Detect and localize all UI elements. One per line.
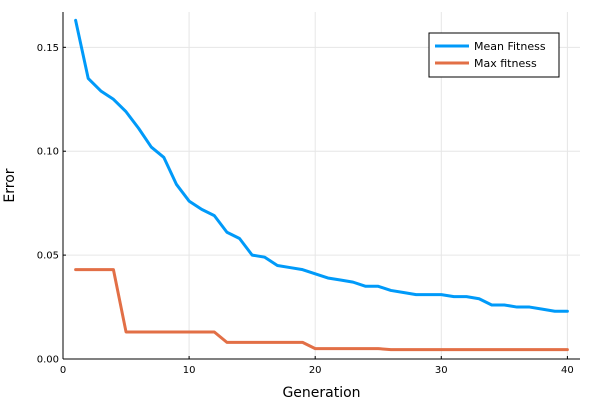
x-axis-title: Generation bbox=[282, 385, 360, 400]
y-tick-label: 0.05 bbox=[37, 251, 59, 262]
y-tick-label: 0.10 bbox=[37, 147, 59, 158]
series-line-max-fitness bbox=[74, 268, 569, 352]
y-tick-label: 0.00 bbox=[37, 355, 59, 366]
x-tick-label: 0 bbox=[60, 365, 66, 376]
x-tick-label: 30 bbox=[435, 365, 448, 376]
y-axis-title: Error bbox=[2, 168, 18, 202]
x-tick-label: 10 bbox=[183, 365, 196, 376]
legend-box bbox=[428, 32, 560, 78]
axes bbox=[62, 12, 580, 360]
legend-label-mean-fitness: Mean Fitness bbox=[474, 40, 546, 53]
x-tick-label: 40 bbox=[561, 365, 574, 376]
tick-labels: 0 10 20 30 40 0.00 0.05 0.10 0.15 bbox=[37, 43, 574, 376]
legend: Mean Fitness Max fitness bbox=[428, 32, 560, 78]
x-tick-label: 20 bbox=[309, 365, 322, 376]
y-tick-label: 0.15 bbox=[37, 43, 59, 54]
legend-label-max-fitness: Max fitness bbox=[474, 57, 537, 70]
series-line-mean-fitness bbox=[74, 18, 569, 313]
series-lines bbox=[74, 18, 569, 352]
